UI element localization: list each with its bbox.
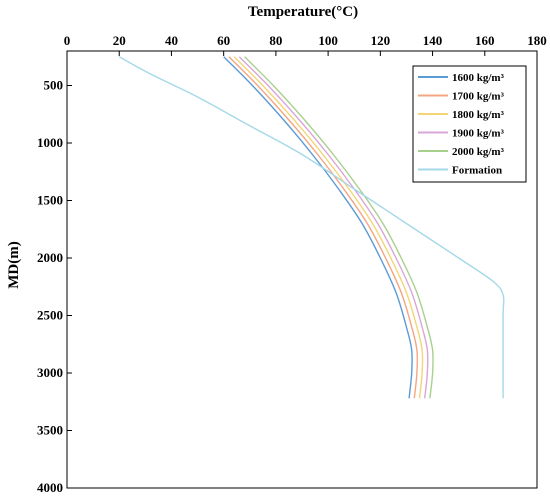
x-tick-label: 0 (64, 33, 71, 48)
legend: 1600 kg/m³ 1700 kg/m³ 1800 kg/m³ 1900 kg/m³… (412, 65, 527, 183)
legend-label: 1600 kg/m³ (452, 72, 505, 84)
y-axis-ticks: 500 1000 1500 2000 2500 3000 3500 4000 (37, 78, 72, 495)
x-tick-label: 120 (371, 33, 391, 48)
series-lines (118, 56, 505, 399)
x-axis-title: Temperature(°C) (248, 4, 358, 20)
legend-label: 1800 kg/m³ (452, 109, 505, 121)
y-tick-label: 1500 (37, 193, 63, 208)
x-tick-label: 140 (423, 33, 443, 48)
series-line-0 (223, 56, 413, 399)
x-tick-label: 80 (269, 33, 282, 48)
x-axis-ticks: 0 20 40 60 80 100 120 140 160 180 (64, 33, 547, 56)
series-line-4 (244, 56, 434, 399)
y-tick-label: 3000 (37, 365, 63, 380)
y-tick-label: 4000 (37, 480, 63, 495)
x-tick-label: 20 (113, 33, 126, 48)
x-tick-label: 160 (475, 33, 495, 48)
series-line-1 (228, 56, 419, 399)
y-axis-title: MD(m) (6, 241, 22, 288)
series-line-2 (233, 56, 424, 399)
legend-label: 1900 kg/m³ (452, 128, 505, 140)
y-tick-label: 2000 (37, 250, 63, 265)
y-tick-label: 1000 (37, 135, 63, 150)
series-line-3 (238, 56, 429, 399)
legend-label: Formation (452, 165, 502, 177)
x-tick-label: 60 (217, 33, 230, 48)
plot-frame (66, 50, 538, 489)
x-tick-label: 180 (527, 33, 547, 48)
legend-label: 2000 kg/m³ (452, 146, 505, 158)
y-tick-label: 3500 (37, 423, 63, 438)
legend-label: 1700 kg/m³ (452, 91, 505, 103)
legend-box (412, 65, 527, 183)
x-tick-label: 40 (165, 33, 178, 48)
series-line-5 (118, 56, 505, 399)
y-tick-label: 2500 (37, 308, 63, 323)
y-tick-label: 500 (44, 78, 64, 93)
x-tick-label: 100 (318, 33, 338, 48)
